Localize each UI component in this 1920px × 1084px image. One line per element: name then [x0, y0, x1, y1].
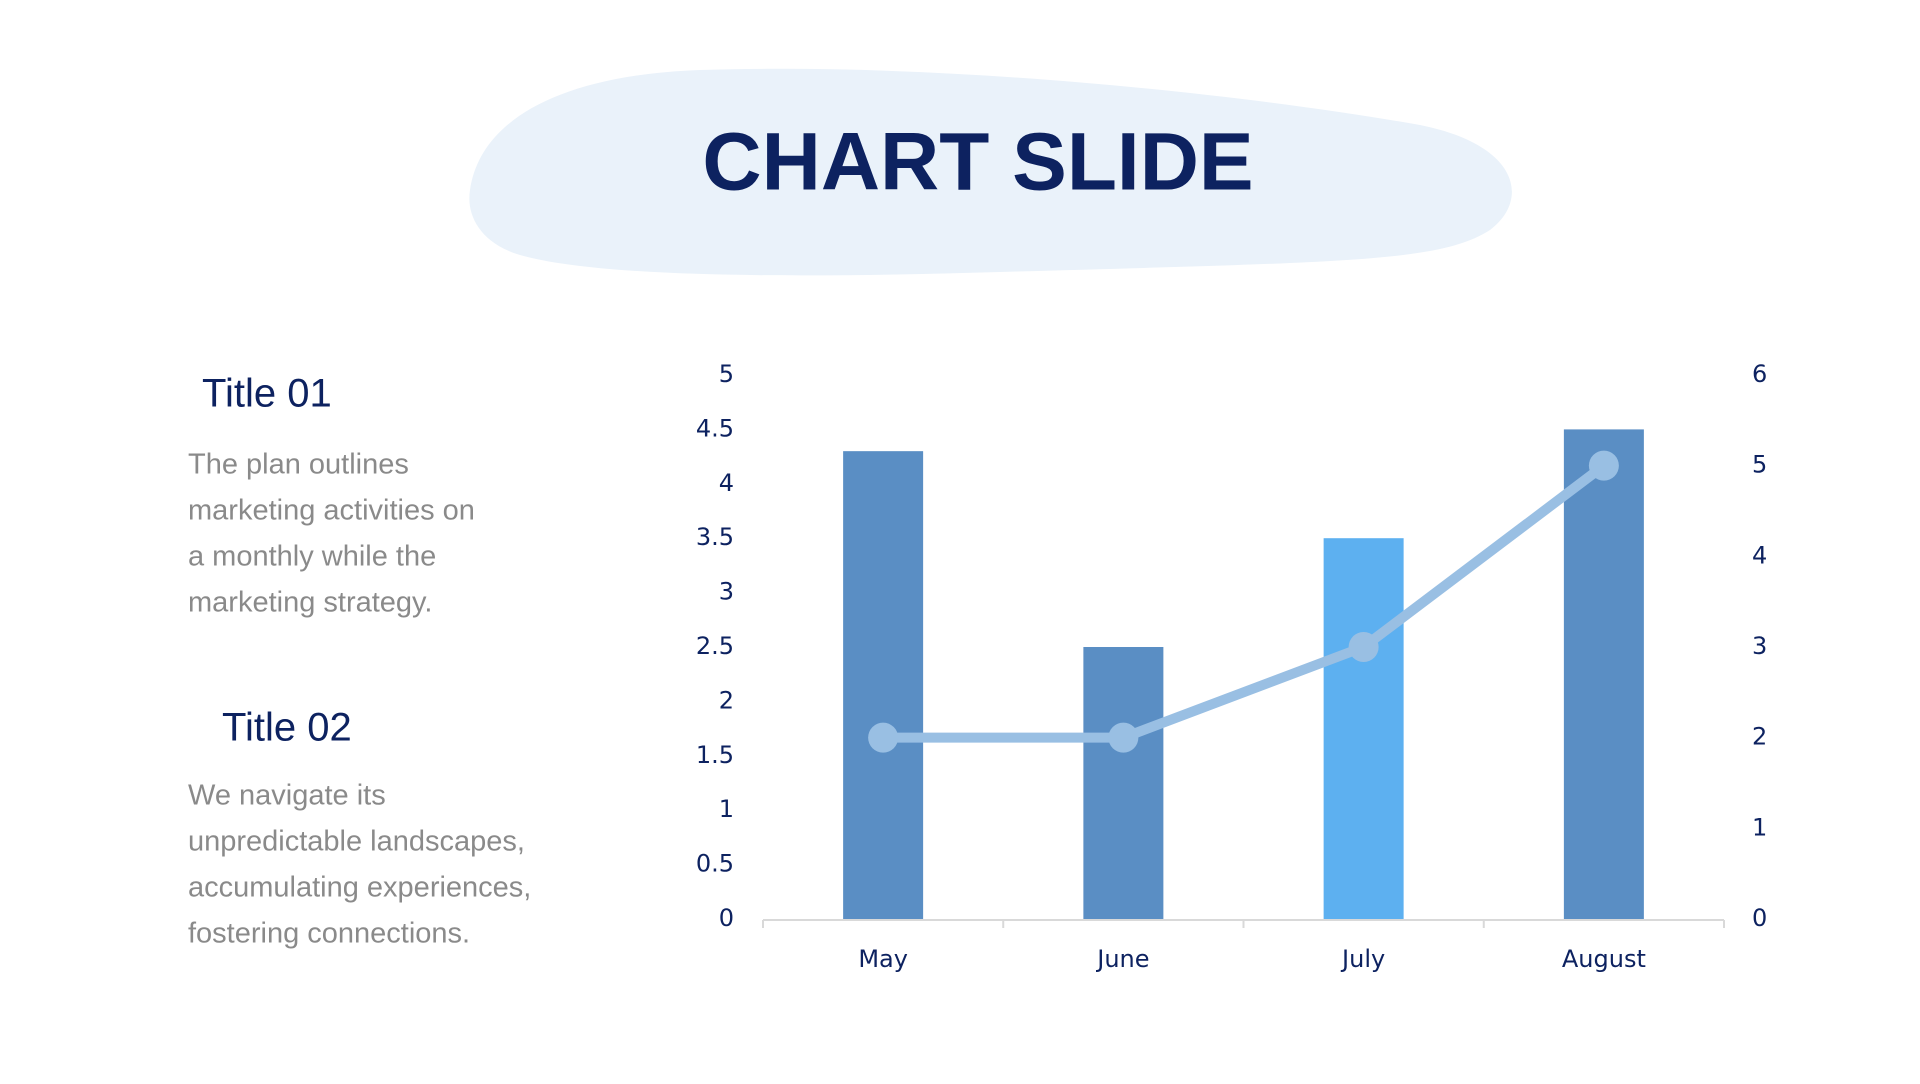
- section-text: The plan outlines: [188, 449, 409, 481]
- section-text: accumulating experiences,: [188, 872, 531, 904]
- section-text: a monthly while the: [188, 541, 436, 573]
- bar: [1323, 538, 1404, 919]
- bar: [843, 451, 924, 919]
- y2-tick-label: 3: [1752, 632, 1767, 660]
- line-point: [1348, 632, 1379, 662]
- y2-tick-label: 1: [1752, 813, 1767, 841]
- slide-title: CHART SLIDE: [702, 117, 1253, 208]
- line-point: [1108, 722, 1139, 753]
- y-tick-label: 1: [719, 795, 734, 823]
- y2-tick-label: 6: [1752, 360, 1767, 388]
- section-text: unpredictable landscapes,: [188, 826, 525, 858]
- y-tick-label: 2.5: [696, 632, 734, 660]
- section-text: We navigate its: [188, 780, 386, 812]
- y2-tick-label: 5: [1752, 451, 1767, 479]
- y-tick-label: 2: [719, 686, 734, 714]
- bar: [1083, 647, 1164, 919]
- section-heading: Title 01: [202, 372, 332, 416]
- line-point: [868, 722, 899, 753]
- y2-tick-label: 4: [1752, 541, 1767, 569]
- y-tick-label: 3: [719, 578, 734, 606]
- y-tick-label: 1.5: [696, 741, 734, 769]
- title-blob: [469, 68, 1512, 276]
- y-tick-label: 5: [719, 360, 734, 388]
- x-tick-label: May: [858, 945, 908, 973]
- x-tick-label: June: [1095, 945, 1149, 973]
- x-tick-label: August: [1562, 945, 1646, 973]
- line-point: [1588, 450, 1619, 481]
- section-heading: Title 02: [222, 706, 352, 750]
- y2-tick-label: 2: [1752, 723, 1767, 751]
- y-tick-label: 4: [719, 469, 734, 497]
- x-tick-label: July: [1340, 945, 1385, 973]
- y-tick-label: 0.5: [696, 850, 734, 878]
- line: [883, 461, 1607, 743]
- section-text: marketing activities on: [188, 495, 475, 527]
- y2-tick-label: 0: [1752, 904, 1767, 932]
- y-tick-label: 3.5: [696, 523, 734, 551]
- y-tick-label: 4.5: [696, 414, 734, 442]
- y-tick-label: 0: [719, 904, 734, 932]
- section-text: fostering connections.: [188, 918, 470, 950]
- bar: [1563, 429, 1644, 919]
- section-text: marketing strategy.: [188, 587, 432, 619]
